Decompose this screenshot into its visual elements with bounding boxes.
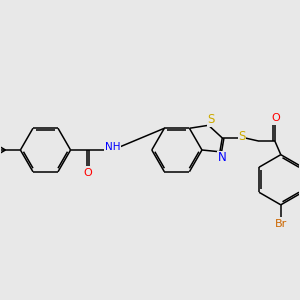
- Text: S: S: [207, 113, 214, 126]
- Text: Br: Br: [275, 219, 287, 229]
- Text: O: O: [271, 113, 280, 123]
- Text: N: N: [218, 151, 226, 164]
- Text: NH: NH: [105, 142, 121, 152]
- Text: S: S: [238, 130, 246, 143]
- Text: O: O: [83, 168, 92, 178]
